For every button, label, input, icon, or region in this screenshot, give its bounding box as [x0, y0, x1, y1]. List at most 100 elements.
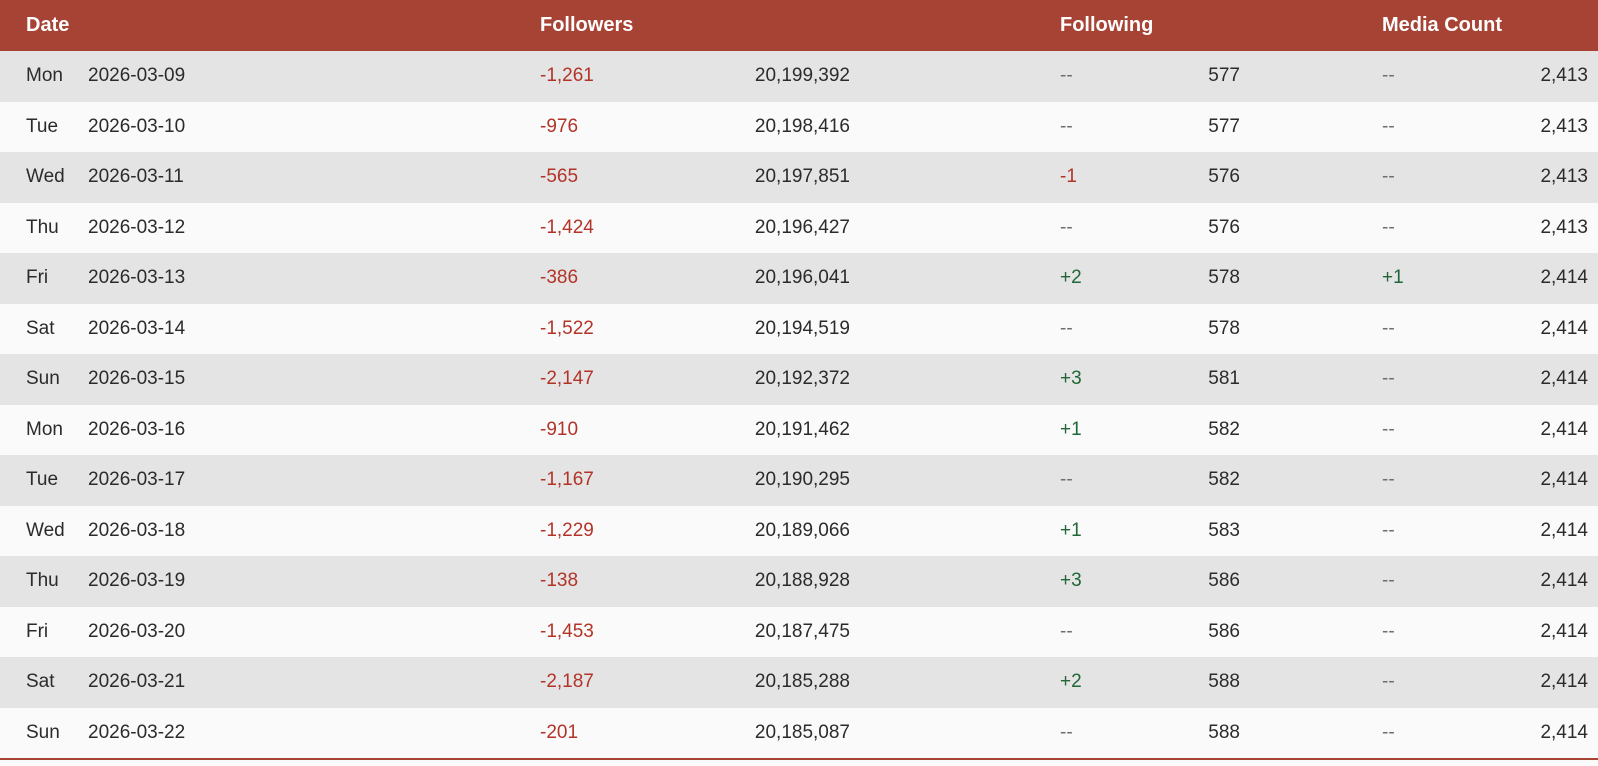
day-cell: Thu [26, 570, 59, 592]
media-total-cell: 2,413 [1540, 166, 1588, 188]
table-body: Mon 2026-03-09 -1,261 20,199,392 -- 577 -- 2,41… [0, 51, 1598, 758]
followers-change-cell: -976 [540, 115, 579, 137]
media-total-cell: 2,414 [1540, 368, 1588, 390]
followers-total-cell: 20,188,928 [754, 570, 850, 592]
day-cell: Sat [26, 671, 55, 693]
date-cell: 2026-03-17 [88, 469, 186, 491]
following-change-cell: -- [1060, 317, 1073, 339]
date-cell: 2026-03-11 [88, 166, 184, 188]
following-total-cell: 576 [1208, 166, 1240, 188]
following-total-cell: 577 [1208, 115, 1240, 137]
following-change-cell: -- [1060, 721, 1073, 743]
media-total-cell: 2,414 [1540, 570, 1588, 592]
date-cell: 2026-03-13 [88, 267, 186, 289]
date-cell: 2026-03-14 [88, 317, 186, 339]
media-change-cell: -- [1382, 216, 1395, 238]
media-change-cell: -- [1382, 317, 1395, 339]
followers-change-cell: -1,424 [540, 216, 594, 238]
following-total-cell: 583 [1208, 519, 1240, 541]
following-total-cell: 588 [1208, 721, 1240, 743]
following-change-cell: +2 [1060, 671, 1082, 693]
followers-total-cell: 20,199,392 [754, 65, 850, 87]
table-row: Tue 2026-03-10 -976 20,198,416 -- 577 -- 2,413 [0, 101, 1598, 152]
date-cell: 2026-03-10 [88, 115, 186, 137]
table-row: Fri 2026-03-13 -386 20,196,041 +2 578 +1 2,414 [0, 253, 1598, 304]
followers-change-cell: -910 [540, 418, 579, 440]
date-cell: 2026-03-22 [88, 721, 186, 743]
media-change-cell: -- [1382, 115, 1395, 137]
following-total-cell: 586 [1208, 620, 1240, 642]
media-total-cell: 2,414 [1540, 418, 1588, 440]
followers-total-cell: 20,194,519 [754, 317, 850, 339]
table-header-row: Date Followers Following Media Count [0, 0, 1598, 51]
media-total-cell: 2,414 [1540, 317, 1588, 339]
followers-change-cell: -386 [540, 267, 579, 289]
following-change-cell: -- [1060, 65, 1073, 87]
date-cell: 2026-03-19 [88, 570, 186, 592]
column-header-date: Date [26, 14, 70, 36]
day-cell: Tue [26, 469, 59, 491]
following-change-cell: +3 [1060, 570, 1082, 592]
followers-total-cell: 20,190,295 [754, 469, 850, 491]
media-total-cell: 2,413 [1540, 216, 1588, 238]
table-row: Mon 2026-03-09 -1,261 20,199,392 -- 577 -- 2,41… [0, 51, 1598, 102]
media-change-cell: +1 [1382, 267, 1404, 289]
followers-total-cell: 20,191,462 [754, 418, 850, 440]
media-total-cell: 2,414 [1540, 519, 1588, 541]
following-total-cell: 576 [1208, 216, 1240, 238]
column-header-following: Following [1060, 14, 1154, 36]
following-total-cell: 582 [1208, 418, 1240, 440]
day-cell: Tue [26, 115, 59, 137]
table-row: Thu 2026-03-12 -1,424 20,196,427 -- 576 -- 2,41… [0, 202, 1598, 253]
followers-total-cell: 20,198,416 [754, 115, 850, 137]
following-change-cell: -- [1060, 216, 1073, 238]
media-change-cell: -- [1382, 671, 1395, 693]
date-cell: 2026-03-12 [88, 216, 186, 238]
followers-change-cell: -2,147 [540, 368, 594, 390]
date-cell: 2026-03-15 [88, 368, 186, 390]
day-cell: Wed [26, 519, 65, 541]
day-cell: Mon [26, 418, 63, 440]
followers-total-cell: 20,197,851 [754, 166, 850, 188]
day-cell: Sun [26, 721, 60, 743]
followers-total-cell: 20,185,087 [754, 721, 850, 743]
media-total-cell: 2,414 [1540, 671, 1588, 693]
date-cell: 2026-03-20 [88, 620, 186, 642]
followers-total-cell: 20,187,475 [754, 620, 850, 642]
media-change-cell: -- [1382, 65, 1395, 87]
media-change-cell: -- [1382, 519, 1395, 541]
table-row: Sat 2026-03-14 -1,522 20,194,519 -- 578 -- 2,41… [0, 303, 1598, 354]
followers-change-cell: -1,453 [540, 620, 594, 642]
followers-change-cell: -1,261 [540, 65, 594, 87]
following-change-cell: +2 [1060, 267, 1082, 289]
following-change-cell: -- [1060, 620, 1073, 642]
following-change-cell: -- [1060, 115, 1073, 137]
following-total-cell: 588 [1208, 671, 1240, 693]
media-change-cell: -- [1382, 620, 1395, 642]
date-cell: 2026-03-18 [88, 519, 186, 541]
following-total-cell: 581 [1208, 368, 1240, 390]
followers-change-cell: -565 [540, 166, 579, 188]
table-row: Sun 2026-03-22 -201 20,185,087 -- 588 -- 2,414 [0, 707, 1598, 758]
following-total-cell: 582 [1208, 469, 1240, 491]
media-change-cell: -- [1382, 570, 1395, 592]
media-change-cell: -- [1382, 469, 1395, 491]
followers-total-cell: 20,196,427 [754, 216, 850, 238]
media-change-cell: -- [1382, 418, 1395, 440]
table-row: Wed 2026-03-11 -565 20,197,851 -1 576 -- 2,413 [0, 152, 1598, 203]
table-row: Mon 2026-03-16 -910 20,191,462 +1 582 -- 2,414 [0, 404, 1598, 455]
media-total-cell: 2,414 [1540, 267, 1588, 289]
table-row: Tue 2026-03-17 -1,167 20,190,295 -- 582 -- 2,41… [0, 455, 1598, 506]
table-row: Thu 2026-03-19 -138 20,188,928 +3 586 -- 2,414 [0, 556, 1598, 607]
column-header-media-count: Media Count [1382, 14, 1502, 36]
followers-total-cell: 20,189,066 [754, 519, 850, 541]
followers-total-cell: 20,192,372 [754, 368, 850, 390]
following-change-cell: -1 [1060, 166, 1077, 188]
day-cell: Sat [26, 317, 55, 339]
media-change-cell: -- [1382, 166, 1395, 188]
media-total-cell: 2,414 [1540, 469, 1588, 491]
media-total-cell: 2,413 [1540, 115, 1588, 137]
media-total-cell: 2,414 [1540, 620, 1588, 642]
day-cell: Wed [26, 166, 65, 188]
